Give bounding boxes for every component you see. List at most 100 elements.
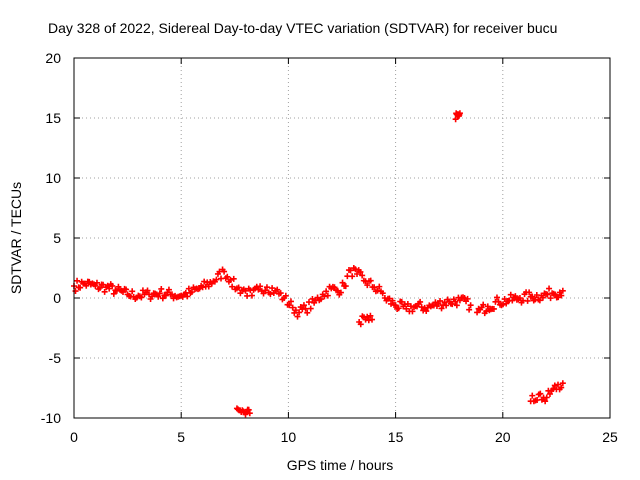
data-point (551, 382, 558, 389)
data-point (347, 267, 354, 274)
data-point (263, 284, 270, 291)
x-tick-label: 0 (70, 429, 78, 445)
data-point (357, 321, 364, 328)
data-point (184, 293, 191, 300)
data-point (188, 289, 195, 295)
data-point (556, 289, 563, 296)
data-point (435, 301, 442, 307)
data-point (547, 295, 554, 302)
x-tick-label: 5 (177, 429, 185, 445)
data-point (490, 305, 497, 312)
data-point (158, 285, 165, 292)
data-point (93, 279, 100, 286)
data-point (287, 298, 294, 305)
data-point (292, 307, 299, 314)
data-point (146, 291, 153, 298)
data-point (110, 290, 117, 297)
data-point (97, 284, 104, 291)
x-tick-label: 25 (602, 429, 618, 445)
data-point (543, 394, 550, 401)
data-point (302, 305, 309, 312)
series-sdtvar-track-3 (474, 285, 566, 317)
data-point (100, 281, 107, 288)
data-point (246, 410, 253, 417)
data-point (483, 308, 490, 315)
data-point (526, 289, 533, 296)
data-point (213, 276, 220, 283)
data-point (452, 116, 459, 123)
data-point (305, 299, 312, 306)
data-point (403, 305, 410, 312)
y-tick-label: -5 (49, 350, 62, 366)
chart-title: Day 328 of 2022, Sidereal Day-to-day VTE… (48, 20, 557, 36)
data-point (359, 272, 366, 279)
data-point (294, 313, 301, 320)
data-point (467, 302, 474, 309)
data-markers (71, 110, 566, 418)
data-point (334, 287, 341, 294)
data-point (379, 290, 386, 297)
data-point (185, 285, 192, 292)
data-point (449, 301, 456, 308)
data-point (286, 302, 293, 309)
series-sdtvar-short-segment (356, 312, 376, 328)
data-point (432, 299, 439, 306)
data-point (423, 308, 430, 315)
data-point (546, 285, 553, 292)
data-point (559, 287, 566, 294)
data-point (388, 300, 395, 307)
data-point (74, 277, 81, 284)
data-point (229, 283, 236, 290)
data-point (386, 295, 393, 302)
data-point (77, 284, 84, 291)
data-point (257, 283, 264, 290)
data-point (536, 297, 543, 304)
data-point (323, 288, 330, 295)
data-point (437, 297, 444, 304)
data-point (456, 110, 463, 117)
data-point (529, 392, 536, 399)
data-point (106, 285, 113, 292)
y-tick-label: 0 (53, 290, 61, 306)
data-point (529, 293, 536, 300)
data-point (367, 312, 374, 319)
data-point (364, 282, 371, 289)
data-point (558, 384, 565, 391)
data-point (369, 316, 376, 323)
x-axis-label: GPS time / hours (287, 457, 394, 473)
data-point (156, 290, 163, 297)
data-point (354, 271, 361, 277)
data-point (544, 291, 551, 298)
data-point (309, 295, 316, 302)
data-point (248, 292, 255, 299)
data-point (205, 283, 212, 290)
data-point (138, 294, 145, 301)
data-point (552, 291, 559, 298)
data-point (155, 293, 162, 300)
data-point (221, 268, 228, 275)
series-sdtvar-isolated-high (452, 110, 463, 123)
data-point (317, 296, 324, 303)
data-point (159, 295, 166, 302)
data-point (555, 381, 562, 388)
data-point (453, 302, 460, 309)
data-point (464, 295, 471, 302)
data-point (392, 302, 399, 309)
data-point (349, 273, 356, 280)
data-point (452, 298, 459, 305)
data-point (559, 380, 566, 387)
data-point (162, 292, 169, 299)
data-point (260, 290, 267, 297)
data-point (92, 283, 99, 289)
data-point (224, 273, 231, 280)
data-point (480, 301, 487, 308)
data-point (367, 277, 374, 284)
data-point (342, 283, 349, 290)
series-sdtvar-low-segment-1 (233, 405, 253, 418)
data-point (267, 291, 274, 298)
data-point (149, 293, 156, 300)
y-tick-label: 10 (45, 170, 61, 186)
data-point (404, 300, 411, 307)
data-point (109, 282, 116, 289)
